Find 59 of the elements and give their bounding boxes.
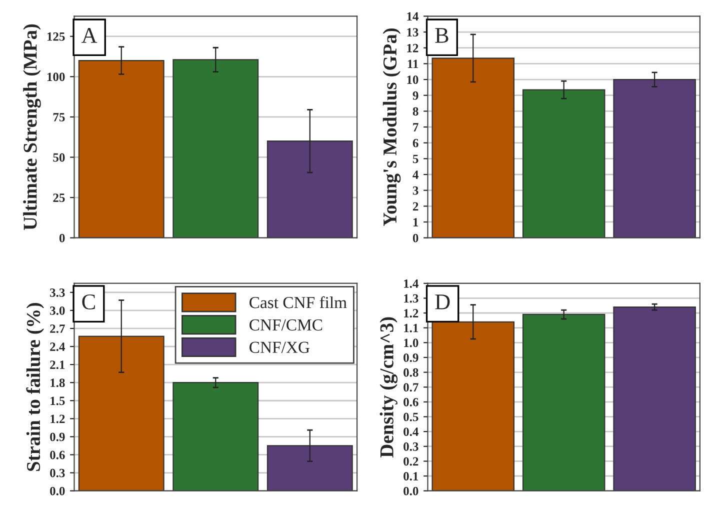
annotation: A: [82, 28, 98, 43]
annotation: B: [435, 28, 448, 43]
y-tick-label: 75: [53, 113, 65, 122]
y-tick-label: 0.0: [404, 486, 418, 496]
legend-label: CNF/CMC: [250, 319, 322, 331]
y-tick-label: 0.1: [404, 472, 418, 481]
y-tick-label: 1.2: [404, 309, 418, 318]
y-tick-label: 0.0: [50, 486, 65, 496]
y-tick-label: 0.3: [50, 468, 65, 478]
y-tick-label: 0.7: [404, 383, 418, 392]
y-tick-label: 0: [59, 234, 65, 242]
y-tick-label: 0.2: [404, 457, 418, 466]
y-tick-label: 1.5: [50, 396, 65, 406]
y-axis-title: Young's Modulus (GPa): [382, 28, 401, 226]
annotation: C: [82, 294, 95, 310]
y-tick-label: 4: [412, 170, 418, 179]
y-tick-label: 1.3: [404, 294, 418, 303]
y-tick-label: 0.8: [404, 368, 418, 377]
y-axis-title: Strain to failure (%): [26, 303, 44, 471]
y-axis-title: Ultimate Strength (MPa): [23, 24, 41, 230]
annotation: D: [435, 294, 450, 310]
y-tick-label: 7: [413, 123, 418, 132]
y-axis-title: Density (g/cm^3): [380, 317, 398, 458]
y-tick-label: 1.1: [404, 324, 418, 332]
y-tick-label: 2: [412, 202, 418, 210]
y-tick-label: 9: [412, 91, 418, 100]
y-tick-label: 0.9: [50, 432, 65, 442]
y-tick-label: 1.2: [50, 414, 65, 424]
y-tick-label: 0.6: [404, 398, 418, 406]
y-tick-label: 11: [408, 60, 418, 68]
y-tick-label: 2.1: [50, 360, 65, 370]
y-tick-label: 13: [407, 28, 418, 36]
y-tick-label: 100: [47, 72, 65, 82]
y-tick-label: 0.3: [404, 442, 418, 451]
y-tick-label: 1.0: [404, 338, 418, 348]
y-tick-label: 10: [407, 76, 418, 84]
y-tick-label: 5: [412, 154, 418, 164]
y-tick-label: 8: [412, 107, 418, 116]
y-tick-label: 1: [413, 218, 418, 226]
y-tick-label: 1.8: [50, 378, 65, 388]
legend-label: CNF/XG: [250, 342, 310, 353]
y-tick-label: 0.6: [50, 450, 65, 460]
y-tick-label: 0.9: [404, 353, 418, 362]
y-tick-label: 2.4: [50, 342, 65, 352]
y-tick-label: 2.7: [50, 324, 65, 333]
legend-label: Cast CNF film: [250, 296, 347, 308]
y-tick-label: 6: [412, 138, 418, 148]
y-tick-label: 0.4: [404, 428, 418, 436]
y-tick-label: 3: [412, 186, 418, 195]
y-tick-label: 14: [407, 12, 418, 21]
y-tick-label: 0.5: [404, 412, 418, 422]
y-tick-label: 0: [412, 234, 418, 242]
y-tick-label: 125: [47, 32, 65, 41]
y-tick-label: 25: [53, 194, 65, 202]
y-tick-label: 50: [53, 153, 65, 162]
y-tick-label: 12: [407, 44, 418, 52]
y-tick-label: 3.3: [50, 288, 65, 297]
y-tick-label: 1.4: [404, 279, 418, 288]
y-tick-label: 3.0: [50, 306, 65, 315]
